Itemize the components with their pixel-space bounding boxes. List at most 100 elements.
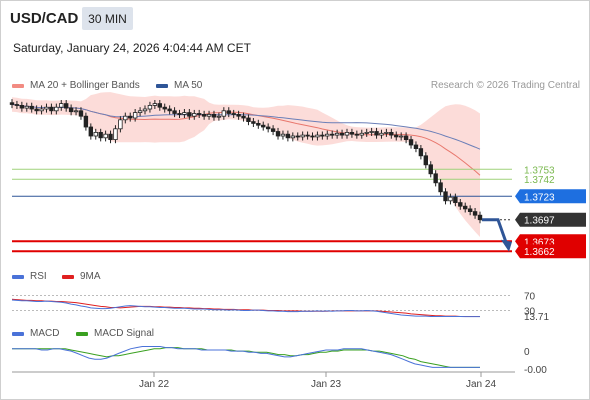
ma50-line [11, 104, 481, 150]
candle-body [453, 196, 458, 203]
candle-body [128, 115, 133, 119]
candle-body [467, 208, 473, 212]
candle-body [374, 131, 379, 136]
candle-body [334, 132, 340, 136]
candle-body [403, 135, 409, 140]
candle-body [330, 133, 335, 136]
legend-swatch-ma50 [156, 83, 168, 88]
macd-last-value: -0.00 [524, 365, 547, 376]
candle-body [187, 112, 192, 117]
x-tick-label: Jan 24 [466, 379, 496, 390]
legend-label-ma50: MA 50 [174, 80, 203, 91]
legend-ma20-bollinger: MA 20 + Bollinger Bands [12, 80, 140, 91]
candle-body [132, 112, 138, 119]
candle-body [472, 211, 478, 216]
candle-body [192, 113, 197, 117]
candle-body [157, 103, 162, 108]
candle-body [275, 131, 281, 137]
macd-tick-zero: 0 [524, 347, 530, 358]
macd-signal-line [12, 347, 480, 368]
candle-body [211, 114, 217, 118]
candle-body [280, 133, 286, 137]
level-label-1.3742: 1.3742 [524, 175, 555, 186]
x-tick-label: Jan 22 [139, 379, 169, 390]
symbol-title: USD/CAD [10, 10, 79, 27]
candle-body [265, 126, 271, 130]
candle-body [438, 182, 443, 193]
legend-label-macd-signal: MACD Signal [94, 328, 155, 339]
candle-body [315, 134, 320, 138]
legend-rsi-9ma: 9MA [62, 271, 101, 282]
legend-label-macd: MACD [30, 328, 60, 339]
candle-body [172, 110, 177, 114]
candle-body [310, 135, 315, 138]
candle-body [206, 114, 212, 117]
candle-body [256, 123, 261, 126]
candle-body [290, 135, 295, 139]
candle-body [251, 121, 256, 124]
price-tag-1.3723: 1.3723 [524, 192, 555, 203]
legend-label-rsi: RSI [30, 271, 47, 282]
legend-macd: MACD [12, 328, 59, 339]
candle-body [477, 214, 483, 221]
rsi-tick-70: 70 [524, 292, 536, 303]
candle-body [98, 131, 103, 139]
rsi-9ma-line [11, 298, 480, 317]
candle-body [443, 191, 448, 202]
candle-body [359, 132, 364, 136]
price-tag-bg-1.3723 [515, 189, 586, 204]
candle-body [34, 108, 39, 112]
candle-body [9, 102, 15, 105]
candle-body [147, 105, 153, 110]
level-label-1.3753: 1.3753 [524, 165, 555, 176]
candle-body [270, 128, 276, 132]
candle-body [428, 164, 433, 175]
legend-rsi: RSI [12, 271, 47, 282]
candle-body [201, 114, 207, 117]
candle-body [78, 110, 84, 117]
chart-datetime: Saturday, January 24, 2026 4:04:44 AM CE… [13, 41, 251, 55]
candle-body [320, 134, 325, 137]
forecast-arrowhead [501, 239, 512, 252]
timeframe-badge[interactable]: 30 MIN [82, 7, 133, 30]
rsi-tick-30: 30 [524, 307, 536, 318]
candle-body [103, 133, 108, 139]
bollinger-band [12, 92, 480, 237]
candle-body [108, 133, 113, 140]
candle-body [68, 107, 74, 113]
candle-body [398, 135, 404, 138]
candle-body [123, 115, 128, 121]
candle-body [39, 108, 44, 112]
candle-body [177, 113, 182, 115]
candle-body [167, 108, 172, 112]
candle-body [339, 132, 345, 136]
candle-body [295, 135, 300, 138]
price-tag-bg-1.3662 [515, 244, 586, 259]
candle-body [63, 103, 69, 109]
research-credit: Research © 2026 Trading Central [430, 80, 580, 91]
candle-body [49, 106, 54, 112]
candle-body [73, 110, 79, 113]
candle-body [113, 128, 118, 141]
candle-body [216, 115, 222, 118]
legend-label-9ma: 9MA [80, 271, 101, 282]
legend-ma50: MA 50 [156, 80, 202, 91]
candle-body [463, 205, 468, 210]
rsi-last-value: 13.71 [524, 312, 549, 323]
rsi-line [11, 299, 480, 318]
candle-body [29, 105, 34, 110]
candle-body [83, 115, 89, 128]
candle-body [246, 117, 251, 122]
legend-macd-signal: MACD Signal [76, 328, 154, 339]
candle-body [241, 115, 246, 119]
candle-body [349, 131, 355, 135]
candle-body [285, 133, 291, 139]
legend-swatch-macd [12, 331, 24, 336]
candle-body [325, 133, 330, 137]
candle-body [24, 105, 29, 109]
candle-body [162, 106, 167, 110]
legend-swatch-rsi [12, 274, 24, 279]
candle-body [458, 202, 463, 207]
legend-swatch-ma20 [12, 83, 24, 88]
